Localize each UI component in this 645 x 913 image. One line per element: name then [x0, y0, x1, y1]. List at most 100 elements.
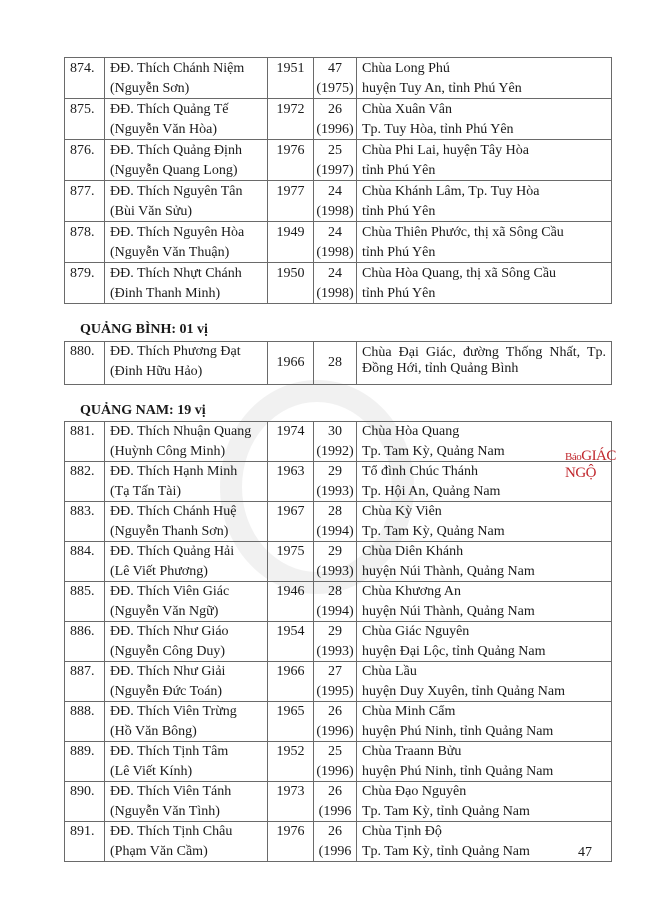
row-number: 885.: [64, 581, 105, 622]
age: 24 (1998): [313, 180, 357, 222]
table-phu-yen: 874. ĐĐ. Thích Chánh Niệm (Nguyễn Sơn) 1951…: [64, 57, 612, 304]
birth-year: 1951: [267, 57, 314, 99]
birth-year: 1976: [267, 821, 314, 862]
place: Chùa Tịnh Độ Tp. Tam Kỳ, tỉnh Quảng Nam: [356, 821, 612, 862]
birth-year: 1975: [267, 541, 314, 582]
monk-name: ĐĐ. Thích Nguyên Tân (Bùi Văn Sửu): [104, 180, 268, 222]
row-number: 876.: [64, 139, 105, 181]
table-row: 881. ĐĐ. Thích Nhuận Quang (Huỳnh Công Min…: [64, 421, 612, 462]
table-quang-nam: 881. ĐĐ. Thích Nhuận Quang (Huỳnh Công Min…: [64, 421, 612, 862]
place: Chùa Phi Lai, huyện Tây Hòa tỉnh Phú Yên: [356, 139, 612, 181]
age: 28 (1994): [313, 581, 357, 622]
place: Chùa Hòa Quang, thị xã Sông Cầu tỉnh Phú …: [356, 262, 612, 304]
monk-name: ĐĐ. Thích Hạnh Minh (Tạ Tấn Tài): [104, 461, 268, 502]
monk-name: ĐĐ. Thích Chánh Niệm (Nguyễn Sơn): [104, 57, 268, 99]
monk-name: ĐĐ. Thích Nhựt Chánh (Đinh Thanh Minh): [104, 262, 268, 304]
place: Chùa Khánh Lâm, Tp. Tuy Hòa tỉnh Phú Yên: [356, 180, 612, 222]
section-heading-quang-binh: QUẢNG BÌNH: 01 vị: [80, 322, 208, 337]
table-quang-binh: 880. ĐĐ. Thích Phương Đạt (Đinh Hữu Hảo) …: [64, 341, 612, 385]
row-number: 881.: [64, 421, 105, 462]
table-row: 888. ĐĐ. Thích Viên Trừng (Hồ Văn Bông) 196…: [64, 701, 612, 742]
birth-year: 1967: [267, 501, 314, 542]
monk-name: ĐĐ. Thích Viên Giác (Nguyễn Văn Ngữ): [104, 581, 268, 622]
age: 47 (1975): [313, 57, 357, 99]
table-row: 883. ĐĐ. Thích Chánh Huệ (Nguyễn Thanh Sơn…: [64, 501, 612, 542]
birth-year: 1946: [267, 581, 314, 622]
page-number: 47: [578, 845, 592, 860]
age: 29 (1993): [313, 541, 357, 582]
row-number: 891.: [64, 821, 105, 862]
row-number: 890.: [64, 781, 105, 822]
birth-year: 1963: [267, 461, 314, 502]
monk-name: ĐĐ. Thích Quảng Hải (Lê Viết Phương): [104, 541, 268, 582]
table-row: 875. ĐĐ. Thích Quảng Tế (Nguyễn Văn Hòa) 19…: [64, 98, 612, 140]
place: Chùa Đại Giác, đường Thống Nhất, Tp. Đồng…: [356, 341, 612, 385]
place: Chùa Xuân Vân Tp. Tuy Hòa, tỉnh Phú Yên: [356, 98, 612, 140]
place: Chùa Diên Khánh huyện Núi Thành, Quảng Na…: [356, 541, 612, 582]
monk-name: ĐĐ. Thích Như Giáo (Nguyễn Công Duy): [104, 621, 268, 662]
age: 28 (1994): [313, 501, 357, 542]
age: 26 (1996: [313, 781, 357, 822]
table-row: 878. ĐĐ. Thích Nguyên Hòa (Nguyễn Văn Thuậ…: [64, 221, 612, 263]
monk-name: ĐĐ. Thích Quảng Định (Nguyễn Quang Long): [104, 139, 268, 181]
place: Chùa Giác Nguyên huyện Đại Lộc, tỉnh Quản…: [356, 621, 612, 662]
monk-name: ĐĐ. Thích Viên Trừng (Hồ Văn Bông): [104, 701, 268, 742]
monk-name: ĐĐ. Thích Tịnh Tâm (Lê Viết Kính): [104, 741, 268, 782]
row-number: 879.: [64, 262, 105, 304]
monk-name: ĐĐ. Thích Nguyên Hòa (Nguyễn Văn Thuận): [104, 221, 268, 263]
monk-name: ĐĐ. Thích Viên Tánh (Nguyễn Văn Tình): [104, 781, 268, 822]
birth-year: 1965: [267, 701, 314, 742]
birth-year: 1977: [267, 180, 314, 222]
age: 29 (1993): [313, 461, 357, 502]
place: Chùa Minh Cẩm huyện Phú Ninh, tỉnh Quảng …: [356, 701, 612, 742]
row-number: 886.: [64, 621, 105, 662]
birth-year: 1973: [267, 781, 314, 822]
place: Chùa Đạo Nguyên Tp. Tam Kỳ, tỉnh Quảng Na…: [356, 781, 612, 822]
age: 28: [313, 341, 357, 385]
monk-name: ĐĐ. Thích Nhuận Quang (Huỳnh Công Minh): [104, 421, 268, 462]
age: 26 (1996: [313, 821, 357, 862]
row-number: 880.: [64, 341, 105, 385]
place: Chùa Kỳ Viên Tp. Tam Kỳ, Quảng Nam: [356, 501, 612, 542]
row-number: 877.: [64, 180, 105, 222]
table-row: 884. ĐĐ. Thích Quảng Hải (Lê Viết Phương) 1…: [64, 541, 612, 582]
place: Chùa Traann Bửu huyện Phú Ninh, tỉnh Quản…: [356, 741, 612, 782]
row-number: 878.: [64, 221, 105, 263]
row-number: 874.: [64, 57, 105, 99]
row-number: 882.: [64, 461, 105, 502]
age: 24 (1998): [313, 262, 357, 304]
place: Chùa Khương An huyện Núi Thành, Quảng Nam: [356, 581, 612, 622]
birth-year: 1949: [267, 221, 314, 263]
birth-year: 1976: [267, 139, 314, 181]
table-row: 880. ĐĐ. Thích Phương Đạt (Đinh Hữu Hảo) …: [64, 341, 612, 385]
table-row: 887. ĐĐ. Thích Như Giải (Nguyễn Đức Toán) 1…: [64, 661, 612, 702]
place: Chùa Long Phú huyện Tuy An, tỉnh Phú Yên: [356, 57, 612, 99]
monk-name: ĐĐ. Thích Tịnh Châu (Phạm Văn Cầm): [104, 821, 268, 862]
table-row: 874. ĐĐ. Thích Chánh Niệm (Nguyễn Sơn) 1951…: [64, 57, 612, 99]
monk-name: ĐĐ. Thích Chánh Huệ (Nguyễn Thanh Sơn): [104, 501, 268, 542]
monk-name: ĐĐ. Thích Quảng Tế (Nguyễn Văn Hòa): [104, 98, 268, 140]
brand-logo: BáoGIÁC NGỘ: [565, 448, 616, 481]
age: 26 (1996): [313, 701, 357, 742]
place: Chùa Lầu huyện Duy Xuyên, tỉnh Quảng Nam: [356, 661, 612, 702]
age: 27 (1995): [313, 661, 357, 702]
age: 30 (1992): [313, 421, 357, 462]
birth-year: 1966: [267, 341, 314, 385]
birth-year: 1974: [267, 421, 314, 462]
place: Tổ đình Chúc Thánh Tp. Hội An, Quảng Nam: [356, 461, 612, 502]
monk-name: ĐĐ. Thích Như Giải (Nguyễn Đức Toán): [104, 661, 268, 702]
birth-year: 1950: [267, 262, 314, 304]
row-number: 889.: [64, 741, 105, 782]
table-row: 879. ĐĐ. Thích Nhựt Chánh (Đinh Thanh Minh…: [64, 262, 612, 304]
age: 29 (1993): [313, 621, 357, 662]
table-row: 877. ĐĐ. Thích Nguyên Tân (Bùi Văn Sửu) 197…: [64, 180, 612, 222]
age: 25 (1997): [313, 139, 357, 181]
table-row: 889. ĐĐ. Thích Tịnh Tâm (Lê Viết Kính) 1952…: [64, 741, 612, 782]
row-number: 883.: [64, 501, 105, 542]
table-row: 891. ĐĐ. Thích Tịnh Châu (Phạm Văn Cầm) 197…: [64, 821, 612, 862]
table-row: 882. ĐĐ. Thích Hạnh Minh (Tạ Tấn Tài) 1963 2…: [64, 461, 612, 502]
place: Chùa Hòa Quang Tp. Tam Kỳ, Quảng Nam: [356, 421, 612, 462]
table-row: 885. ĐĐ. Thích Viên Giác (Nguyễn Văn Ngữ) 1…: [64, 581, 612, 622]
table-row: 886. ĐĐ. Thích Như Giáo (Nguyễn Công Duy) 1…: [64, 621, 612, 662]
age: 25 (1996): [313, 741, 357, 782]
